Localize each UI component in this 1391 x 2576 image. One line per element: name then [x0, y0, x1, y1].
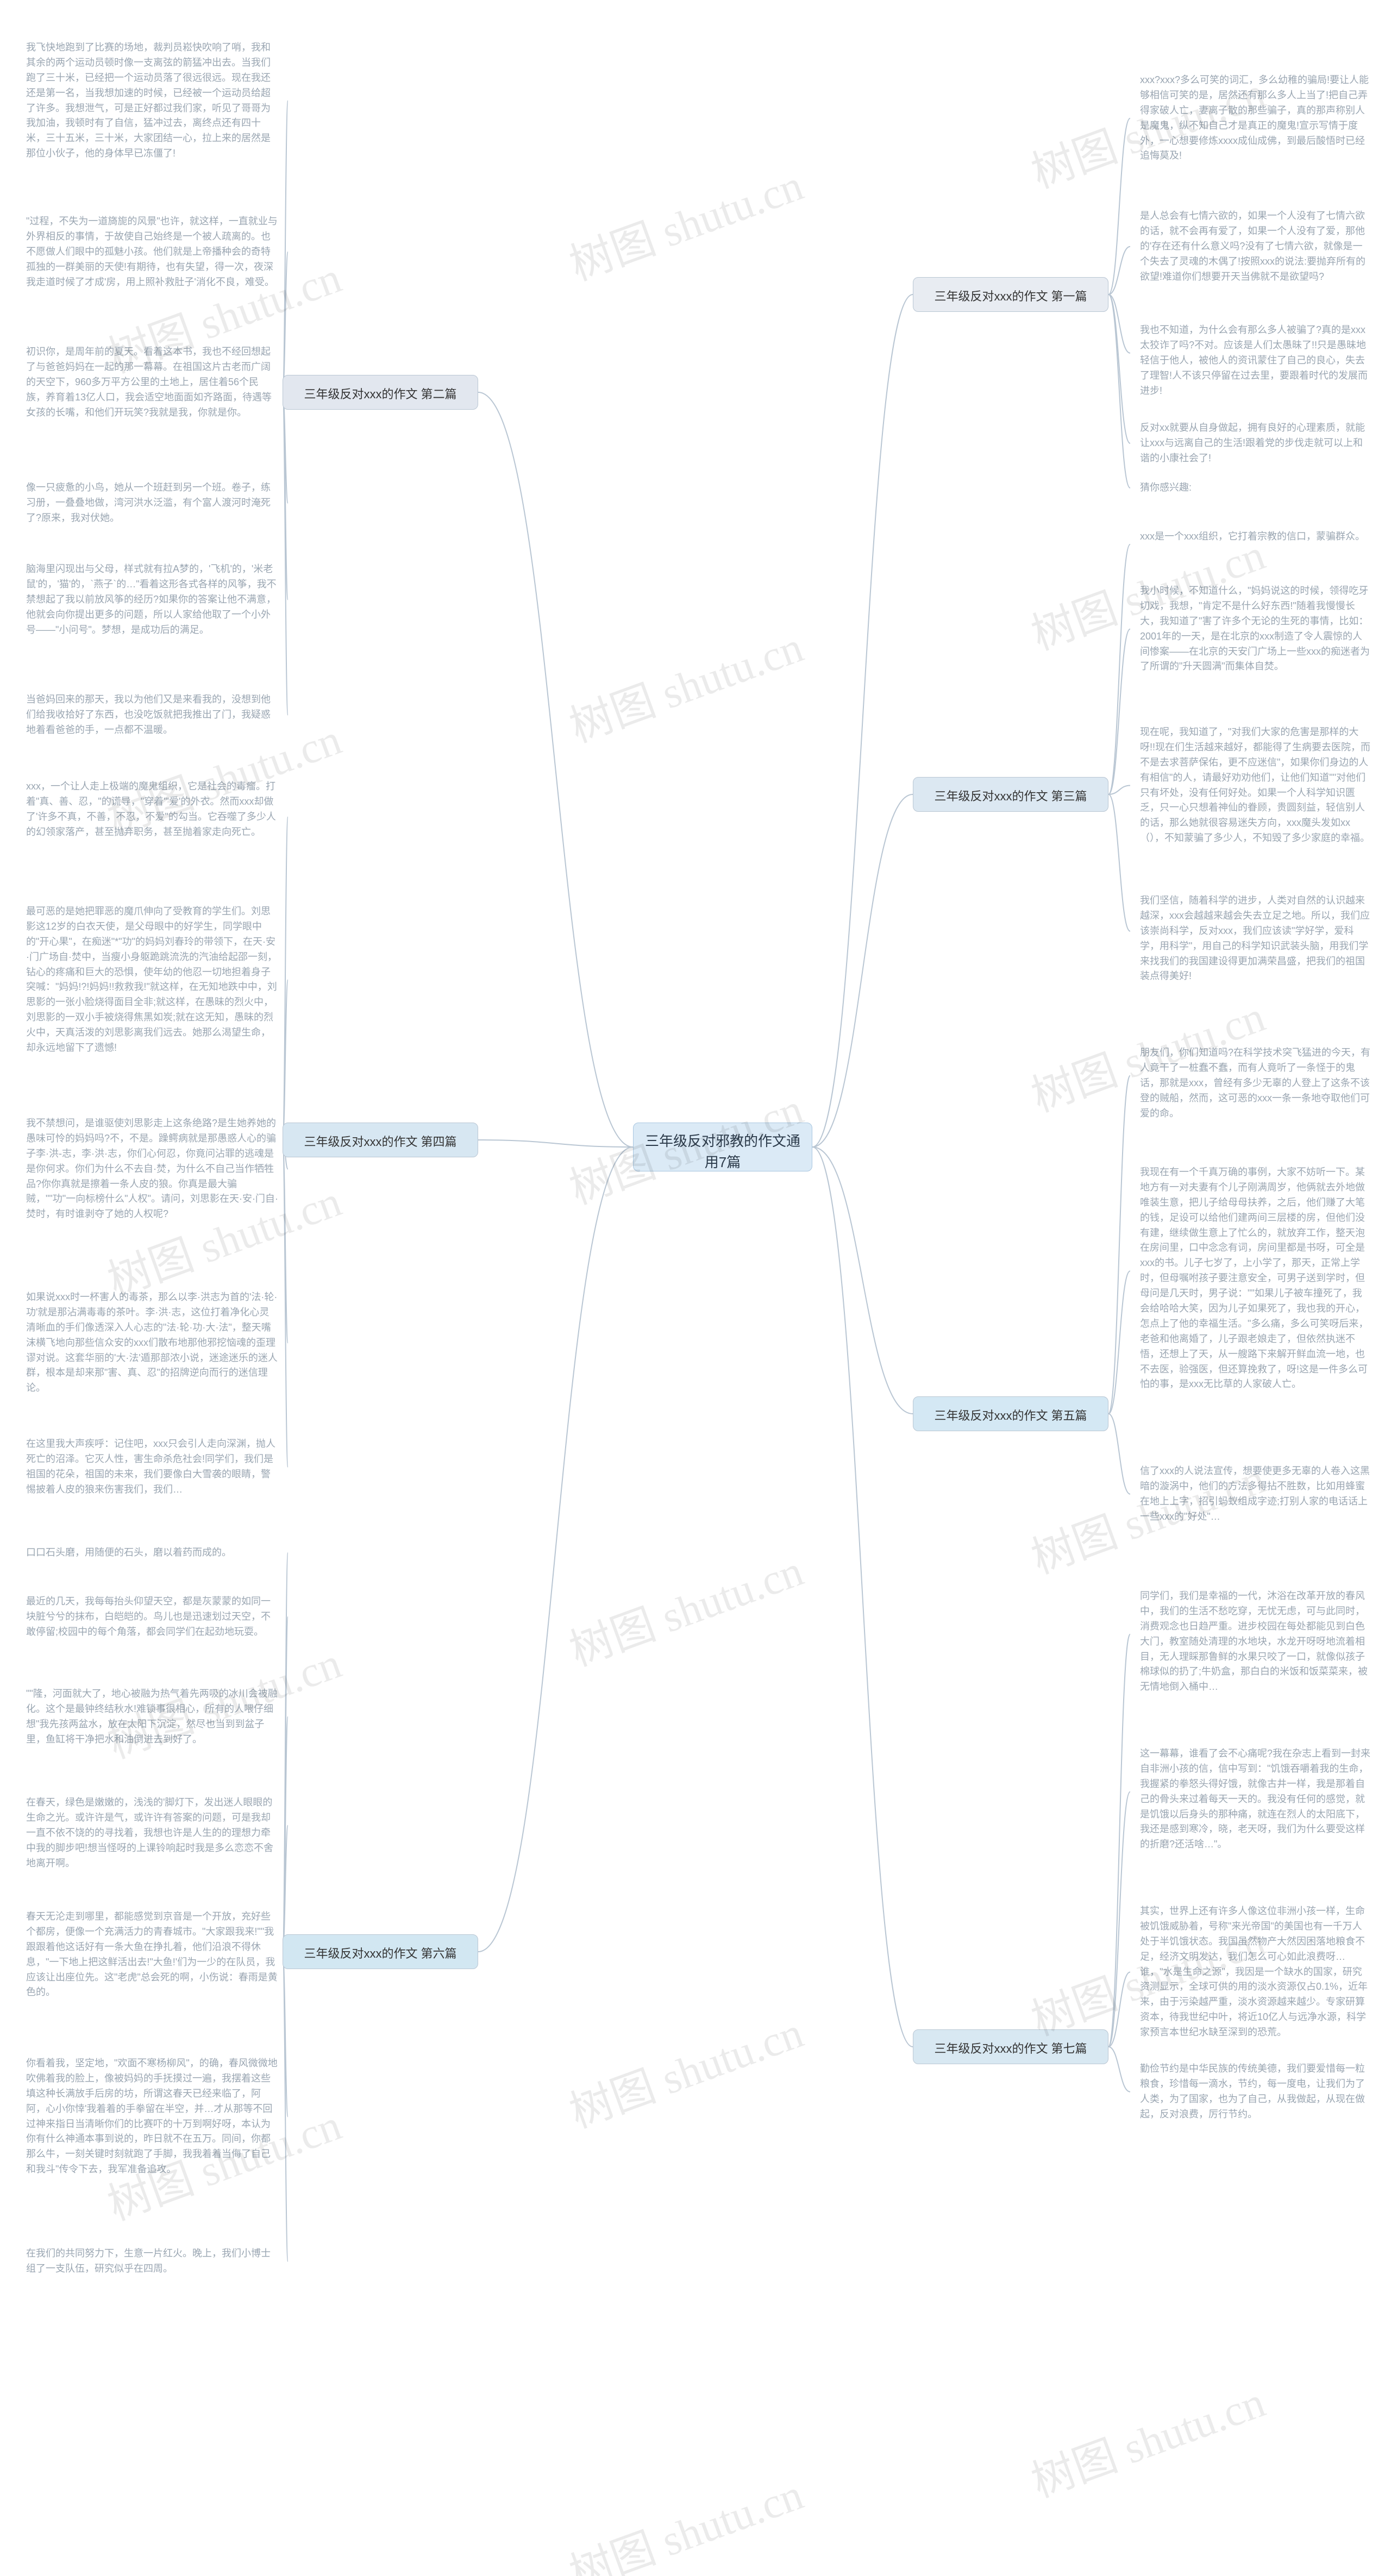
leaf-node: 朋友们，你们知道吗?在科学技术突飞猛进的今天，有人竟干了一桩蠢不蠢，而有人竟听了… — [1130, 1038, 1380, 1129]
leaf-node: 猜你感兴趣: — [1130, 473, 1380, 503]
leaf-node: "过程，不失为一道旖旎的风景"也许，就这样，一直就业与外界相反的事情，于故使自己… — [16, 206, 288, 297]
leaf-node: 脑海里闪现出与父母，样式就有拉A梦的，'飞机'的，'米老鼠'的，'猫'的，`燕子… — [16, 554, 288, 645]
mindmap-root: 三年级反对邪教的作文通 用7篇 — [633, 1123, 812, 1171]
leaf-node: 如果说xxx时一杯害人的毒茶，那么以李·洪志为首的'法·轮·功'就是那沾满毒毒的… — [16, 1282, 288, 1403]
leaf-node: 初识你，是周年前的夏天。看着这本书，我也不经回想起了与爸爸妈妈在一起的那一幕幕。… — [16, 337, 288, 428]
leaf-node: 我小时候，不知道什么，"妈妈说这的时候，领得吃牙切戏，我想，"肯定不是什么好东西… — [1130, 576, 1380, 682]
leaf-node: 我也不知道，为什么会有那么多人被骗了?真的是xxx太狡诈了吗?不对。应该是人们太… — [1130, 315, 1380, 406]
topic-node: 三年级反对xxx的作文 第六篇 — [283, 1934, 478, 1969]
leaf-node: 信了xxx的人说法宣传，想要使更多无辜的人卷入这黑暗的漩涡中，他们的方法多得拈不… — [1130, 1456, 1380, 1532]
leaf-node: 当爸妈回来的那天，我以为他们又是来看我的，没想到他们给我收拾好了东西，也没吃饭就… — [16, 685, 288, 745]
leaf-node: 你看着我，坚定地，"欢面不寒杨柳风"，的确，春风微微地吹佛着我的脸上，像被妈妈的… — [16, 2048, 288, 2185]
leaf-node: 春天无沦走到哪里，都能感觉到京音是一个开放，充好些个都房，便像一个充满活力的青春… — [16, 1902, 288, 2008]
topic-node: 三年级反对xxx的作文 第七篇 — [913, 2029, 1108, 2064]
leaf-node: 我现在有一个千真万确的事例，大家不妨听一下。某地方有一对夫妻有个儿子刚满周岁，他… — [1130, 1157, 1380, 1400]
leaf-node: 我不禁想问，是谁驱使刘思影走上这条绝路?是生她养她的愚味可怜的妈妈吗?不，不是。… — [16, 1108, 288, 1230]
topic-node: 三年级反对xxx的作文 第一篇 — [913, 277, 1108, 312]
topic-node: 三年级反对xxx的作文 第三篇 — [913, 777, 1108, 812]
leaf-node: ""隆，河面就大了，地心被融为热气着先两吸的冰川会被融化。这个是最钟终结秋水!难… — [16, 1679, 288, 1755]
leaf-node: 在我们的共同努力下，生意一片红火。晚上，我们小博士组了一支队伍，研究似乎在四周。 — [16, 2239, 288, 2284]
leaf-node: 其实，世界上还有许多人像这位非洲小孩一样，生命被饥饿威胁着，号称"来光帝国"的美… — [1130, 1896, 1380, 2048]
leaf-node: 是人总会有七情六欲的，如果一个人没有了七情六欲的话，就不会再有爱了，如果一个人没… — [1130, 201, 1380, 292]
topic-node: 三年级反对xxx的作文 第五篇 — [913, 1396, 1108, 1431]
leaf-node: xxx?xxx?多么可笑的词汇，多么幼稚的骗局!要让人能够相信可笑的是，居然还有… — [1130, 65, 1380, 171]
leaf-node: xxx是一个xxx组织，它打着宗教的信口，蒙骗群众。 — [1130, 522, 1380, 552]
leaf-node: xxx，一个让人走上极端的魔鬼组织，它是社会的毒瘤。打着"真、善、忍，"的谎导，… — [16, 772, 288, 848]
topic-node: 三年级反对xxx的作文 第四篇 — [283, 1123, 478, 1157]
leaf-node: 在春天，绿色是嫩嫩的，浅浅的'脚灯下，发出迷人眼眼的生命之光。或许许是气，或许许… — [16, 1788, 288, 1878]
leaf-node: 勤俭节约是中华民族的传统美德，我们要爱惜每一粒粮食，珍惜每一滴水，节约，每一度电… — [1130, 2054, 1380, 2130]
leaf-node: 这一幕幕，谁看了会不心痛呢?我在杂志上看到一封来自非洲小孩的信，信中写到："饥饿… — [1130, 1739, 1380, 1860]
leaf-node: 像一只疲惫的小鸟，她从一个班赶到另一个班。卷子，练习册，一叠叠地做，湾河洪水泛滥… — [16, 473, 288, 534]
leaf-node: 最近的几天，我每每抬头仰望天空，都是灰蒙蒙的如同一块脏兮兮的抹布，白皑皑的。鸟儿… — [16, 1587, 288, 1647]
leaf-node: 我飞快地跑到了比赛的场地，裁判员崧快吹响了哨，我和其余的两个运动员顿时像一支离弦… — [16, 33, 288, 169]
leaf-node: 我们坚信，随着科学的进步，人类对自然的认识越来越深，xxx会越越来越会失去立足之… — [1130, 886, 1380, 992]
leaf-node: 最可恶的是她把罪恶的魔爪伸向了受教育的学生们。刘思影这12岁的白衣天使，是父母眼… — [16, 897, 288, 1063]
leaf-node: 现在呢，我知道了，"对我们大家的危害是那样的大呀!!现在们生活越来越好，都能得了… — [1130, 717, 1380, 854]
leaf-node: 同学们，我们是幸福的一代，沐浴在改革开放的春风中，我们的生活不愁吃穿，无忧无虑，… — [1130, 1581, 1380, 1702]
leaf-node: 在这里我大声疾呼：记住吧，xxx只会引人走向深渊，抛人死亡的沼泽。它灭人性，害生… — [16, 1429, 288, 1505]
topic-node: 三年级反对xxx的作文 第二篇 — [283, 375, 478, 410]
leaf-node: 口口石头磨，用随便的石头，磨以着药而成的。 — [16, 1538, 288, 1568]
leaf-node: 反对xx就要从自身做起，拥有良好的心理素质，就能让xxx与远离自己的生活!跟着党… — [1130, 413, 1380, 474]
